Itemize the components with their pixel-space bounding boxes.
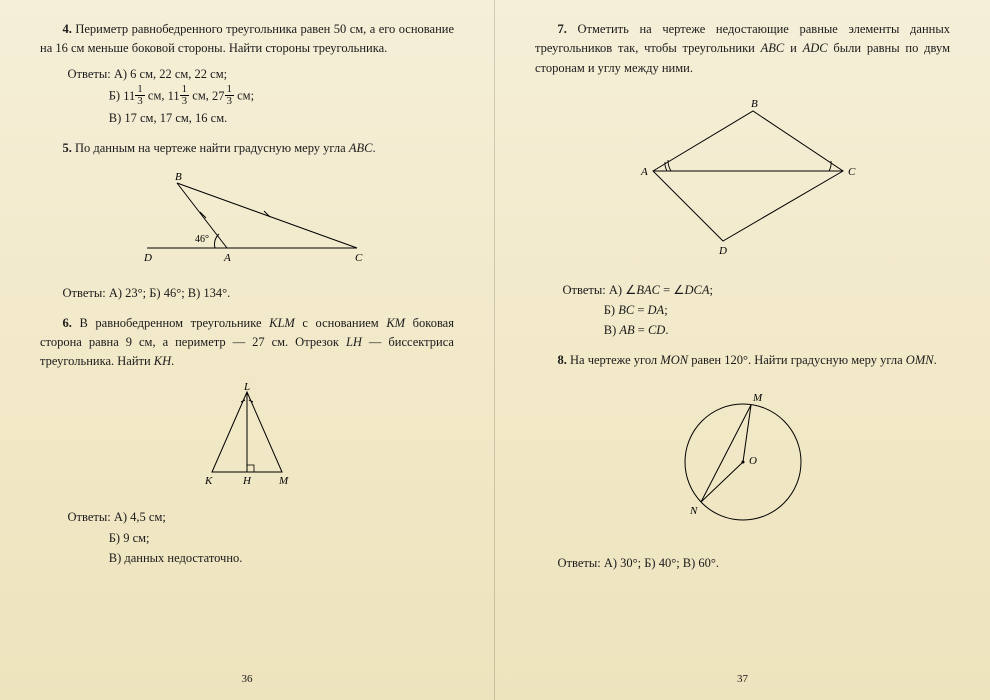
svg-text:O: O [749,455,757,467]
problem-6-figure: L K H M [40,382,454,498]
problem-6: 6. В равнобедренном треугольнике KLM с о… [40,314,454,569]
svg-text:46°: 46° [195,234,209,245]
page-number-left: 36 [232,671,262,688]
svg-text:K: K [204,475,213,487]
problem-7-answers: Ответы: А) ∠BAC = ∠DCA; Б) BC = DA; В) A… [563,281,951,341]
problem-5-answers: Ответы: А) 23°; Б) 46°; В) 134°. [40,284,454,303]
problem-6-text: 6. В равнобедренном треугольнике KLM с о… [40,314,454,372]
problem-4-answers: Ответы: А) 6 см, 22 см, 22 см; Б) 1113 с… [68,65,455,129]
problem-7: 7. Отметить на чертеже недостающие равны… [535,20,950,341]
svg-text:L: L [243,382,250,393]
svg-text:M: M [752,392,763,404]
problem-8-answers: Ответы: А) 30°; Б) 40°; В) 60°. [535,554,950,573]
right-page: 7. Отметить на чертеже недостающие равны… [495,0,990,700]
problem-7-figure: A B C D [535,96,950,262]
problem-5-text: 5. По данным на чертеже найти градусную … [40,139,454,158]
svg-text:A: A [223,252,231,264]
svg-text:N: N [689,505,698,517]
svg-text:M: M [278,475,289,487]
svg-text:B: B [175,171,182,183]
book-spread: 4. Периметр равнобедренного треугольника… [0,0,990,700]
problem-5-figure: B D A C 46° [40,168,454,274]
left-page: 4. Периметр равнобедренного треугольника… [0,0,495,700]
svg-text:C: C [355,252,363,264]
svg-text:D: D [143,252,152,264]
problem-8-text: 8. На чертеже угол MON равен 120°. Найти… [535,351,950,370]
problem-7-text: 7. Отметить на чертеже недостающие равны… [535,20,950,78]
problem-8: 8. На чертеже угол MON равен 120°. Найти… [535,351,950,574]
problem-6-answers: Ответы: А) 4,5 см; Б) 9 см; В) данных не… [68,508,455,568]
svg-text:A: A [640,166,648,178]
svg-text:B: B [751,98,758,110]
problem-4: 4. Периметр равнобедренного треугольника… [40,20,454,129]
svg-text:H: H [242,475,252,487]
problem-8-figure: M O N [535,384,950,540]
page-number-right: 37 [728,671,758,688]
svg-text:D: D [718,245,727,256]
problem-4-num: 4. [63,22,72,36]
svg-text:C: C [848,166,856,178]
problem-4-text: 4. Периметр равнобедренного треугольника… [40,20,454,59]
problem-5: 5. По данным на чертеже найти градусную … [40,139,454,304]
